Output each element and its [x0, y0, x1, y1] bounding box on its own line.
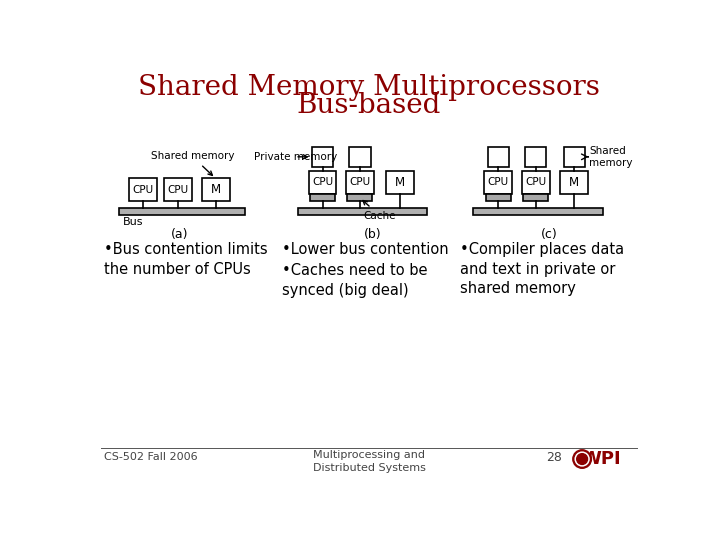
Bar	[310, 194, 335, 201]
Text: M: M	[210, 184, 220, 197]
Text: •Lower bus contention: •Lower bus contention	[282, 242, 449, 257]
Text: (c): (c)	[541, 228, 558, 241]
Text: •Bus contention limits
the number of CPUs: •Bus contention limits the number of CPU…	[104, 242, 268, 276]
Text: CPU: CPU	[312, 177, 333, 187]
Circle shape	[573, 450, 591, 468]
Bar	[564, 147, 585, 167]
Text: Shared
memory: Shared memory	[589, 146, 633, 167]
Text: M: M	[570, 176, 580, 188]
Text: M: M	[395, 176, 405, 188]
Text: CPU: CPU	[488, 177, 509, 187]
Text: CS-502 Fall 2006: CS-502 Fall 2006	[104, 453, 197, 462]
Bar	[486, 194, 510, 201]
Text: WPI: WPI	[582, 450, 621, 468]
Bar	[120, 208, 245, 214]
Bar	[129, 178, 157, 201]
Text: •Caches need to be
synced (big deal): •Caches need to be synced (big deal)	[282, 264, 428, 298]
Bar	[346, 171, 374, 194]
Bar	[473, 208, 603, 214]
Bar	[522, 171, 549, 194]
Circle shape	[577, 454, 588, 464]
Bar	[386, 171, 414, 194]
Text: 28: 28	[546, 451, 562, 464]
Bar	[487, 147, 509, 167]
Text: (b): (b)	[364, 228, 382, 241]
Bar	[349, 147, 371, 167]
Bar	[347, 194, 372, 201]
Text: Cache: Cache	[363, 200, 396, 221]
Text: CPU: CPU	[168, 185, 189, 195]
Text: Bus-based: Bus-based	[297, 92, 441, 119]
Bar	[525, 147, 546, 167]
Text: (a): (a)	[171, 228, 188, 241]
Bar	[202, 178, 230, 201]
Text: Multiprocessing and
Distributed Systems: Multiprocessing and Distributed Systems	[312, 450, 426, 472]
Text: CPU: CPU	[525, 177, 546, 187]
Bar	[485, 171, 513, 194]
Text: CPU: CPU	[349, 177, 370, 187]
Bar	[309, 171, 336, 194]
Text: Private memory: Private memory	[253, 152, 337, 162]
Text: •Compiler places data
and text in private or
shared memory: •Compiler places data and text in privat…	[461, 242, 624, 296]
Circle shape	[575, 452, 589, 466]
Text: Shared Memory Multiprocessors: Shared Memory Multiprocessors	[138, 75, 600, 102]
Bar	[560, 171, 588, 194]
Bar	[523, 194, 548, 201]
Bar	[297, 208, 427, 214]
Text: Shared memory: Shared memory	[150, 151, 234, 176]
Bar	[164, 178, 192, 201]
Text: Bus: Bus	[123, 217, 144, 227]
Bar	[312, 147, 333, 167]
Text: CPU: CPU	[132, 185, 153, 195]
